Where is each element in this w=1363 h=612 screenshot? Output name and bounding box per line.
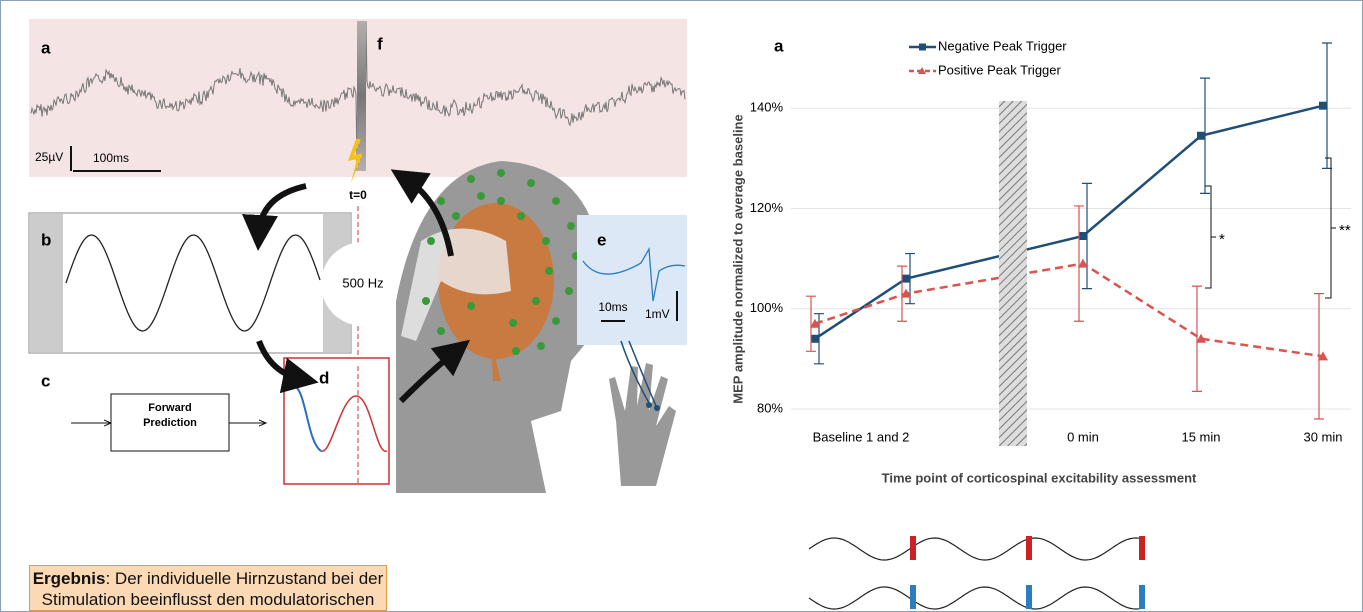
label: f	[377, 34, 383, 53]
bracket	[1205, 186, 1216, 288]
label: t=0	[349, 188, 367, 202]
label: 500 Hz	[342, 275, 383, 290]
electrode	[512, 347, 520, 355]
stim-marker	[1026, 536, 1032, 560]
result-lead: Ergebnis	[33, 569, 106, 588]
forward-label: Forward Prediction	[111, 401, 229, 431]
chart-panel: a	[774, 36, 784, 55]
electrode	[427, 237, 435, 245]
electrode	[567, 222, 575, 230]
stim-marker	[1026, 585, 1032, 609]
point	[1197, 132, 1205, 140]
electrode	[509, 319, 517, 327]
stim-marker	[910, 585, 916, 609]
electrode	[422, 297, 430, 305]
x-tick-label: 0 min	[1067, 429, 1099, 444]
phase-wave	[809, 587, 1141, 609]
y-tick-label: 100%	[750, 300, 784, 315]
electrode	[477, 192, 485, 200]
x-tick-label: Baseline 1 and 2	[813, 429, 910, 444]
electrode	[452, 212, 460, 220]
electrode	[527, 179, 535, 187]
electrode	[537, 342, 545, 350]
significance: *	[1219, 231, 1225, 248]
electrode	[552, 317, 560, 325]
electrode	[497, 197, 505, 205]
label: c	[41, 371, 50, 390]
label: e	[597, 230, 606, 249]
electrode	[654, 405, 660, 411]
series-line	[815, 106, 1323, 339]
stim-marker	[1139, 536, 1145, 560]
point	[902, 275, 910, 283]
bracket	[1325, 158, 1336, 298]
x-axis-label: Time point of corticospinal excitability…	[882, 470, 1197, 485]
scale-label: 10ms	[598, 300, 627, 314]
x-tick-label: 30 min	[1303, 429, 1342, 444]
stim-marker	[910, 536, 916, 560]
slide: a f 25µV 100ms t=0 500 Hz b c Forward Pr…	[0, 0, 1363, 612]
electrode	[565, 287, 573, 295]
electrode	[497, 169, 505, 177]
label: d	[319, 368, 329, 387]
series-line	[815, 264, 1323, 357]
x-tick-label: 15 min	[1181, 429, 1220, 444]
electrode	[467, 175, 475, 183]
result-box: Ergebnis: Der individuelle Hirnzustand b…	[29, 565, 387, 611]
point	[1079, 232, 1087, 240]
scale-label: 25µV	[35, 150, 63, 164]
y-tick-label: 80%	[757, 400, 783, 415]
point	[811, 335, 819, 343]
label: a	[41, 38, 51, 57]
electrode	[646, 402, 652, 408]
slide-graphics: a f 25µV 100ms t=0 500 Hz b c Forward Pr…	[1, 1, 1362, 611]
legend-marker	[919, 44, 926, 51]
label: b	[41, 230, 51, 249]
electrode	[532, 297, 540, 305]
electrode	[517, 212, 525, 220]
electrode	[552, 197, 560, 205]
washout-bar	[999, 101, 1027, 446]
y-tick-label: 120%	[750, 200, 784, 215]
significance: **	[1339, 222, 1351, 239]
point	[1319, 102, 1327, 110]
scale-label: 1mV	[645, 307, 670, 321]
y-tick-label: 140%	[750, 100, 784, 115]
scale-label: 100ms	[93, 151, 129, 165]
legend-label: Positive Peak Trigger	[938, 62, 1062, 77]
electrode	[437, 197, 445, 205]
panel-b	[29, 213, 351, 353]
panel-e	[577, 215, 687, 345]
electrode	[467, 302, 475, 310]
stim-marker	[1139, 585, 1145, 609]
legend-label: Negative Peak Trigger	[938, 38, 1067, 53]
y-axis-label: MEP amplitude normalized to average base…	[730, 114, 745, 403]
electrode	[437, 327, 445, 335]
hand	[609, 363, 676, 486]
electrode	[545, 267, 553, 275]
electrode	[457, 342, 465, 350]
phase-wave	[809, 538, 1141, 560]
electrode	[542, 237, 550, 245]
